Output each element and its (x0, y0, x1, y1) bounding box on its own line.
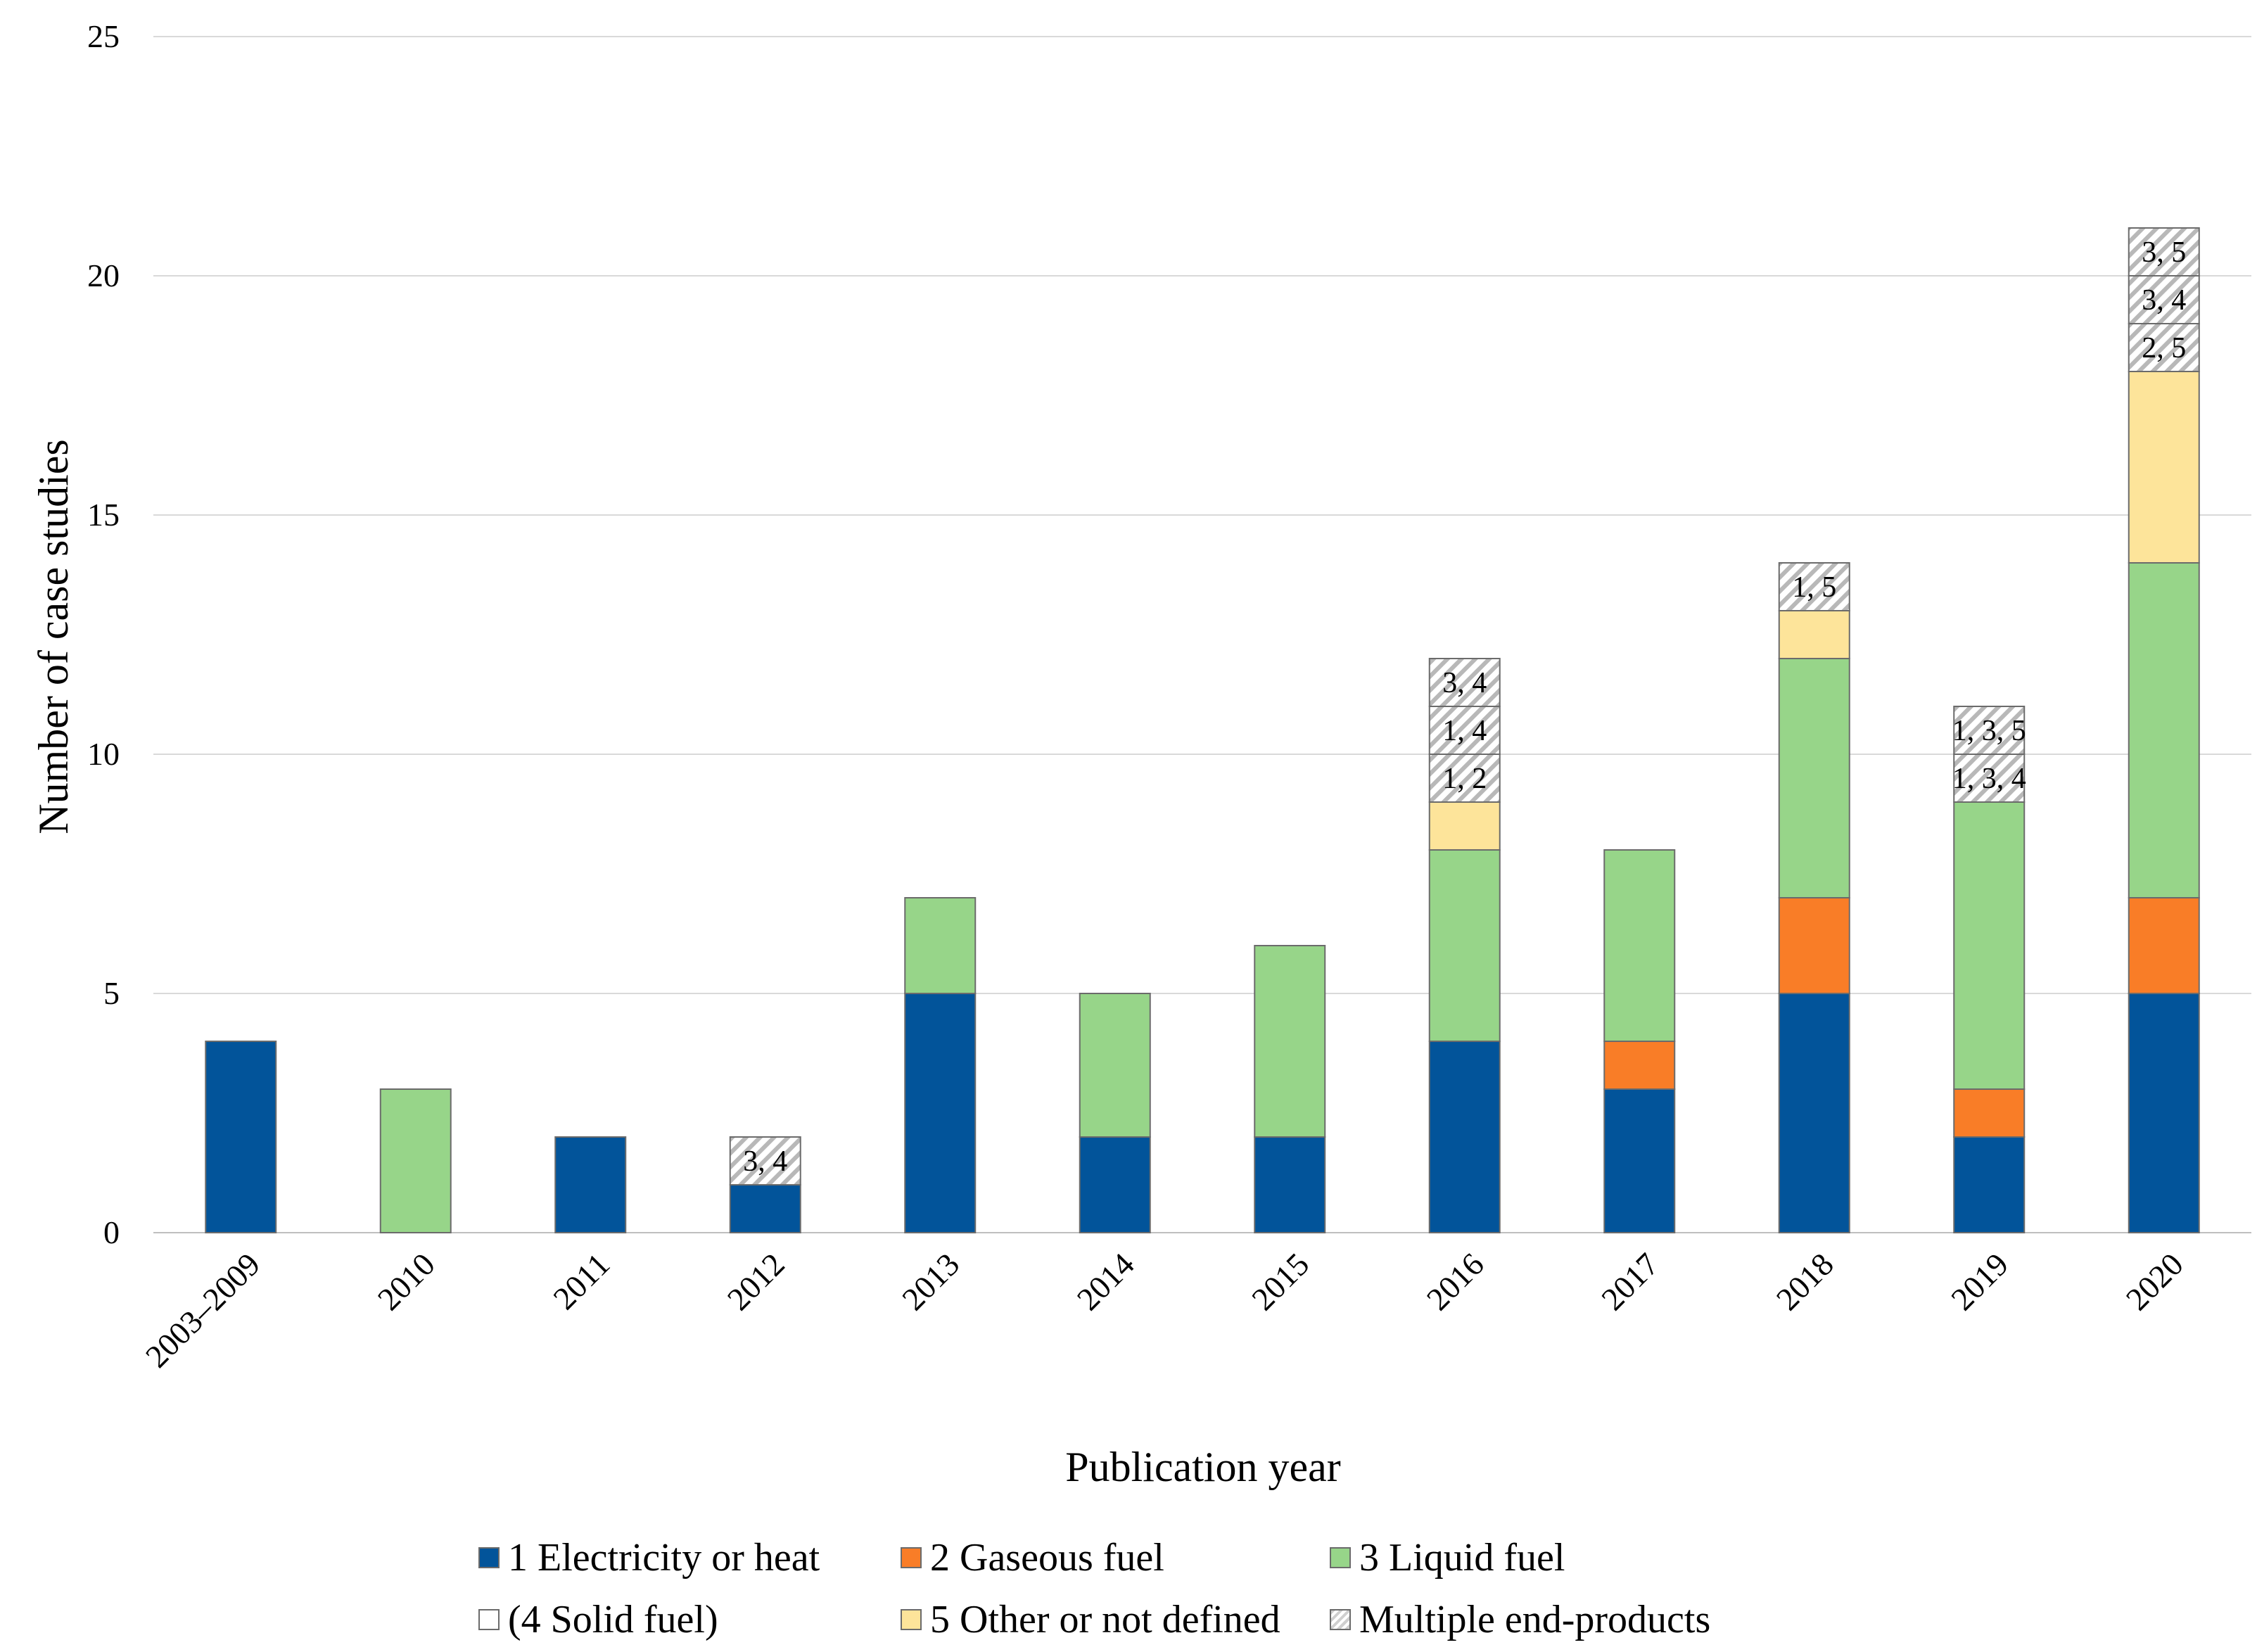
legend-swatch-other (901, 1609, 922, 1630)
y-tick-label: 25 (87, 18, 120, 54)
legend-label-other: 5 Other or not defined (930, 1598, 1280, 1641)
x-tick-label: 2003–2009 (139, 1246, 267, 1374)
bar-segment-liquid (1079, 993, 1151, 1138)
x-tick-label: 2016 (1420, 1246, 1491, 1317)
bar-segment-multiple (1428, 754, 1501, 803)
bar-segment-other (1428, 801, 1501, 851)
legend-label-electricity: 1 Electricity or heat (508, 1536, 820, 1580)
bar-segment-gaseous (1778, 897, 1850, 994)
y-tick-label: 5 (103, 975, 120, 1011)
x-axis-ticks: 2003–2009 2010 2011 2012 2013 2014 2015 2016 201… (139, 1246, 2190, 1374)
bar-segment-liquid (904, 897, 977, 994)
bar-segment-other (2128, 371, 2200, 564)
y-tick-label: 15 (87, 497, 120, 533)
bar-segment-electricity (1778, 993, 1850, 1233)
y-tick-label: 20 (87, 258, 120, 293)
x-tick-label: 2012 (720, 1246, 791, 1317)
legend-row-1: 1 Electricity or heat 2 Gaseous fuel 3 L… (478, 1527, 1886, 1589)
multiple-end-products-label: 3, 4 (1442, 667, 1487, 699)
bar-segment-liquid (379, 1088, 452, 1233)
x-tick-label: 2014 (1070, 1246, 1141, 1317)
bar-segment-multiple (729, 1136, 801, 1186)
legend-item-liquid: 3 Liquid fuel (1330, 1535, 1565, 1580)
x-tick-label: 2018 (1769, 1246, 1840, 1317)
bar-segment-multiple (1428, 658, 1501, 707)
multiple-end-products-label: 1, 5 (1792, 571, 1836, 604)
legend: 1 Electricity or heat 2 Gaseous fuel 3 L… (478, 1527, 1886, 1651)
y-axis-title: Number of case studies (30, 439, 77, 834)
bar-segment-electricity (1603, 1088, 1676, 1233)
legend-item-gaseous: 2 Gaseous fuel (901, 1535, 1330, 1580)
bar-segment-electricity (1079, 1136, 1151, 1233)
bar-segment-liquid (1254, 945, 1326, 1138)
bar-segment-gaseous (1953, 1088, 2026, 1138)
bar-segment-electricity (1254, 1136, 1326, 1233)
legend-swatch-liquid (1330, 1547, 1351, 1568)
bar-segment-liquid (2128, 562, 2200, 898)
legend-row-2: (4 Solid fuel) 5 Other or not defined Mu… (478, 1589, 1886, 1651)
legend-item-other: 5 Other or not defined (901, 1597, 1330, 1642)
bar-segment-multiple (2128, 323, 2200, 372)
legend-label-solid: (4 Solid fuel) (508, 1598, 718, 1641)
y-tick-label: 10 (87, 736, 120, 772)
legend-label-liquid: 3 Liquid fuel (1359, 1536, 1565, 1580)
y-axis-ticks: 0 5 10 15 20 25 (87, 18, 120, 1250)
y-tick-label: 0 (103, 1214, 120, 1250)
bar-segment-electricity (729, 1184, 801, 1233)
bar-segment-other (1778, 610, 1850, 659)
bar-segment-electricity (205, 1041, 277, 1233)
legend-label-gaseous: 2 Gaseous fuel (930, 1536, 1164, 1580)
x-tick-label: 2011 (546, 1246, 616, 1316)
bar-segment-liquid (1428, 849, 1501, 1042)
legend-label-multiple: Multiple end-products (1359, 1598, 1711, 1641)
legend-item-multiple: Multiple end-products (1330, 1597, 1710, 1642)
bar-segment-multiple (1953, 754, 2026, 803)
bar-segment-electricity (1428, 1041, 1501, 1233)
legend-item-electricity: 1 Electricity or heat (478, 1535, 901, 1580)
legend-item-solid: (4 Solid fuel) (478, 1597, 901, 1642)
x-tick-label: 2010 (371, 1246, 442, 1317)
multiple-end-products-label: 1, 3, 4 (1952, 763, 2026, 795)
multiple-end-products-label: 2, 5 (2142, 332, 2186, 364)
multiple-end-products-label: 1, 3, 5 (1952, 715, 2026, 747)
bar-segment-electricity (1953, 1136, 2026, 1233)
x-axis-title: Publication year (1065, 1444, 1341, 1490)
bar-segment-multiple (1428, 706, 1501, 755)
multiple-end-products-label: 3, 5 (2142, 236, 2186, 269)
gridlines (153, 36, 2251, 1233)
bar-segment-liquid (1953, 801, 2026, 1090)
bars (205, 227, 2200, 1233)
bar-segment-multiple (1778, 562, 1850, 611)
bar-segment-multiple (2128, 227, 2200, 277)
bar-segment-electricity (2128, 993, 2200, 1233)
bar-segment-gaseous (2128, 897, 2200, 994)
multiple-end-products-label: 1, 2 (1442, 763, 1487, 795)
legend-swatch-solid (478, 1609, 500, 1630)
multiple-end-products-label: 3, 4 (743, 1145, 787, 1178)
x-tick-label: 2013 (895, 1246, 966, 1317)
bar-segment-liquid (1778, 658, 1850, 898)
segment-labels: 3, 4 1, 2 1, 4 3, 4 1, 5 1, 3, 4 1, 3, 5 2, 5 3,… (743, 236, 2186, 1178)
x-tick-label: 2020 (2119, 1246, 2190, 1317)
bar-segment-liquid (1603, 849, 1676, 1042)
x-tick-label: 2015 (1245, 1246, 1316, 1317)
x-tick-label: 2019 (1944, 1246, 2015, 1317)
bar-segment-multiple (1953, 706, 2026, 755)
x-tick-label: 2017 (1594, 1246, 1665, 1317)
legend-swatch-gaseous (901, 1547, 922, 1568)
bar-segment-electricity (554, 1136, 627, 1233)
multiple-end-products-label: 3, 4 (2142, 284, 2186, 317)
bar-segment-electricity (904, 993, 977, 1233)
bar-segment-gaseous (1603, 1041, 1676, 1090)
multiple-end-products-label: 1, 4 (1442, 715, 1487, 747)
legend-swatch-multiple (1330, 1609, 1351, 1630)
legend-swatch-electricity (478, 1547, 500, 1568)
